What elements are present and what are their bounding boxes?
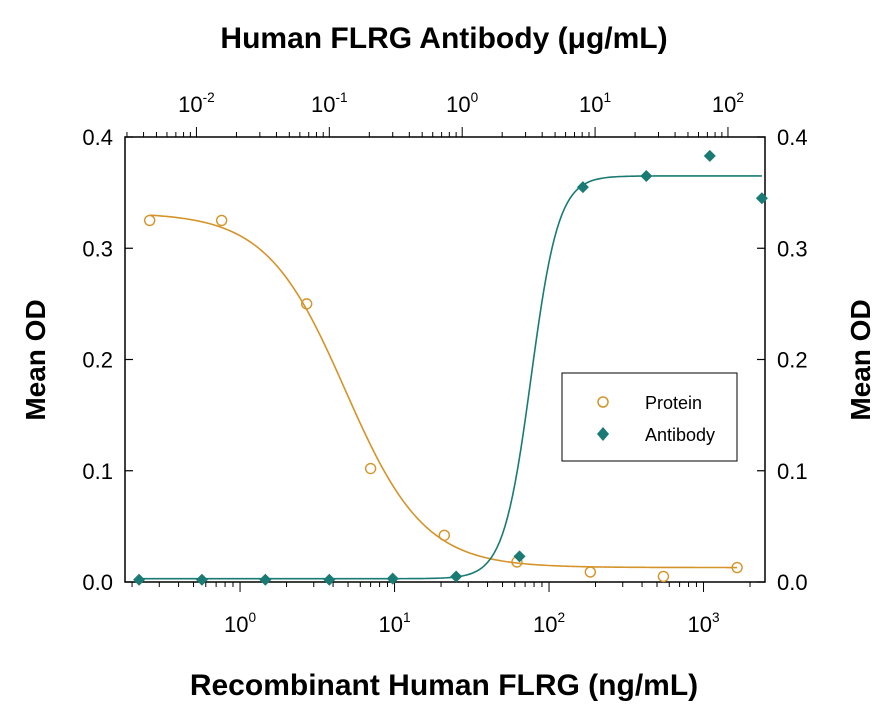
y-tick-label-right: 0.4	[777, 125, 808, 150]
left-y-axis: 0.0 0.1 0.2 0.3 0.4	[82, 125, 133, 595]
chart-title: Human FLRG Antibody (μg/mL)	[220, 22, 667, 55]
y-tick-label-left: 0.1	[82, 459, 113, 484]
antibody-point	[195, 573, 208, 586]
top-tick-label: 10-1	[311, 90, 348, 117]
antibody-point	[450, 570, 463, 583]
x-tick-label: 100	[224, 610, 256, 637]
antibody-point	[259, 573, 272, 586]
antibody-point	[640, 169, 653, 182]
antibody-point	[576, 181, 589, 194]
y-axis-label-left: Mean OD	[20, 299, 51, 420]
antibody-point	[513, 550, 526, 563]
top-tick-label: 101	[579, 90, 611, 117]
antibody-point	[755, 192, 768, 205]
plot-frame	[124, 136, 766, 583]
y-tick-label-left: 0.4	[82, 125, 113, 150]
antibody-point	[323, 573, 336, 586]
y-tick-label-right: 0.1	[777, 459, 808, 484]
protein-point	[731, 561, 743, 574]
top-tick-label: 100	[446, 90, 478, 117]
bottom-axis-ticks	[131, 582, 751, 592]
legend-marker-antibody	[597, 427, 609, 441]
y-tick-label-right: 0.3	[777, 236, 808, 261]
x-tick-label: 102	[533, 610, 565, 637]
top-axis-labels: 10-2 10-1 100 101 102	[178, 90, 744, 117]
protein-point	[300, 298, 313, 310]
legend: Protein Antibody	[561, 372, 738, 462]
legend-label-antibody: Antibody	[645, 425, 715, 445]
protein-point	[584, 566, 597, 578]
protein-point	[143, 214, 156, 227]
top-axis-ticks	[126, 127, 729, 137]
y-tick-label-left: 0.2	[82, 348, 113, 373]
right-y-axis: 0.0 0.1 0.2 0.3 0.4	[757, 125, 808, 595]
top-tick-label: 10-2	[178, 90, 215, 117]
legend-marker-protein	[597, 396, 609, 408]
top-tick-label: 102	[712, 90, 744, 117]
protein-point	[215, 214, 228, 227]
antibody-point	[703, 149, 716, 162]
protein-point	[438, 529, 451, 541]
antibody-point	[386, 572, 399, 585]
protein-point	[364, 462, 377, 475]
y-tick-label-left: 0.0	[82, 570, 113, 595]
antibody-fit-curve	[139, 175, 762, 580]
y-axis-label-right: Mean OD	[845, 299, 876, 420]
protein-point	[657, 570, 670, 583]
y-tick-label-right: 0.0	[777, 570, 808, 595]
legend-box	[561, 372, 738, 462]
y-tick-label-left: 0.3	[82, 236, 113, 261]
x-tick-label: 101	[379, 610, 411, 637]
antibody-point	[133, 573, 146, 586]
x-axis-label: Recombinant Human FLRG (ng/mL)	[190, 669, 698, 702]
x-tick-label: 103	[687, 610, 719, 637]
y-tick-label-right: 0.2	[777, 348, 808, 373]
data-points	[133, 149, 768, 586]
legend-label-protein: Protein	[645, 393, 702, 413]
bottom-axis-labels: 100 101 102 103	[224, 610, 720, 637]
